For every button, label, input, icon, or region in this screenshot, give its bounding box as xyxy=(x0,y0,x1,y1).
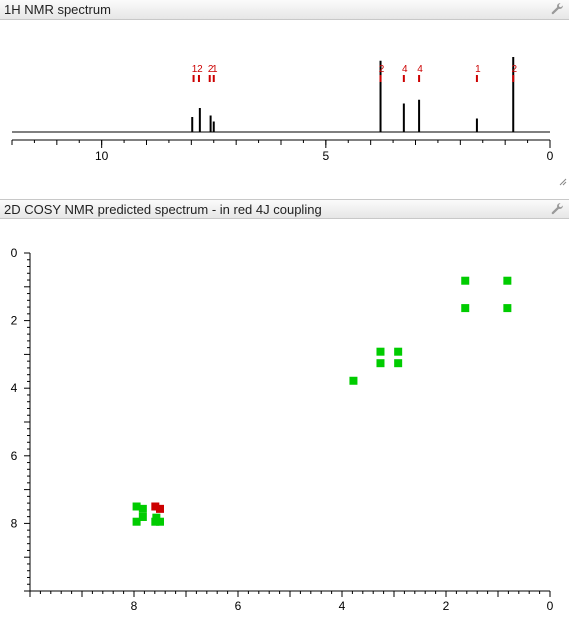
multiplicity-label: 2 xyxy=(197,64,203,75)
y-axis-tick-label: 6 xyxy=(11,449,18,463)
nmr-1h-spectrum-chart: 10 5 02 4 4 1 21 2 21 xyxy=(11,57,554,163)
cosy-cross-peak xyxy=(503,276,512,285)
x-axis-tick-label: 10 xyxy=(95,149,109,163)
multiplicity-label: 1 xyxy=(212,64,218,75)
cosy-cross-peak xyxy=(152,513,161,522)
multiplicity-label: 1 xyxy=(192,64,198,75)
y-axis-tick-label: 0 xyxy=(11,246,18,260)
x-axis-tick-label: 4 xyxy=(339,599,346,613)
cosy-spectrum-chart: 8 6 4 2 0 0 2 4 6 8 xyxy=(11,246,554,613)
cosy-cross-peak xyxy=(138,512,147,521)
nmr-1h-spectrum-panel: 10 5 0 2 4 4 1 2 1 2 2 1 xyxy=(0,20,569,188)
cosy-cross-peak xyxy=(394,347,403,356)
cosy-panel-title: 2D COSY NMR predicted spectrum - in red … xyxy=(4,202,322,217)
x-axis-tick-label: 6 xyxy=(235,599,242,613)
multiplicity-label: 1 xyxy=(475,64,481,75)
nmr-1h-panel-title: 1H NMR spectrum xyxy=(4,2,111,17)
nmr-1h-panel-header: 1H NMR spectrum xyxy=(0,0,569,20)
cosy-panel-header: 2D COSY NMR predicted spectrum - in red … xyxy=(0,199,569,219)
y-axis-tick-label: 4 xyxy=(11,381,18,395)
cosy-cross-peak xyxy=(349,376,358,385)
cosy-spectrum-panel: 8 6 4 2 0 0 2 4 6 8 xyxy=(0,220,569,616)
cosy-cross-peak xyxy=(376,359,385,368)
resize-grip-icon[interactable] xyxy=(559,178,567,186)
y-axis-tick-label: 2 xyxy=(11,314,18,328)
x-axis-tick-label: 8 xyxy=(131,599,138,613)
x-axis-tick-label: 0 xyxy=(547,599,554,613)
cosy-4j-cross-peak xyxy=(156,504,164,513)
multiplicity-label: 4 xyxy=(402,64,408,75)
y-axis-tick-label: 8 xyxy=(11,516,18,530)
cosy-cross-peak xyxy=(151,517,160,526)
cosy-cross-peak xyxy=(394,359,403,368)
multiplicity-label: 2 xyxy=(208,64,214,75)
panel-separator xyxy=(0,190,569,198)
cosy-cross-peak xyxy=(461,304,470,313)
multiplicity-label: 2 xyxy=(511,64,517,75)
cosy-4j-cross-peak xyxy=(151,502,160,511)
cosy-cross-peak xyxy=(138,504,147,513)
cosy-cross-peak xyxy=(132,517,141,526)
cosy-cross-peak xyxy=(376,347,385,356)
cosy-cross-peak xyxy=(132,502,141,511)
multiplicity-label: 2 xyxy=(379,64,385,75)
cosy-cross-peak xyxy=(461,276,470,285)
x-axis-tick-label: 5 xyxy=(322,149,329,163)
wrench-icon[interactable] xyxy=(550,202,564,216)
wrench-icon[interactable] xyxy=(550,2,564,16)
cosy-cross-peak xyxy=(503,304,512,313)
multiplicity-label: 4 xyxy=(417,64,423,75)
cosy-cross-peak xyxy=(156,517,164,526)
x-axis-tick-label: 0 xyxy=(547,149,554,163)
x-axis-tick-label: 2 xyxy=(443,599,450,613)
